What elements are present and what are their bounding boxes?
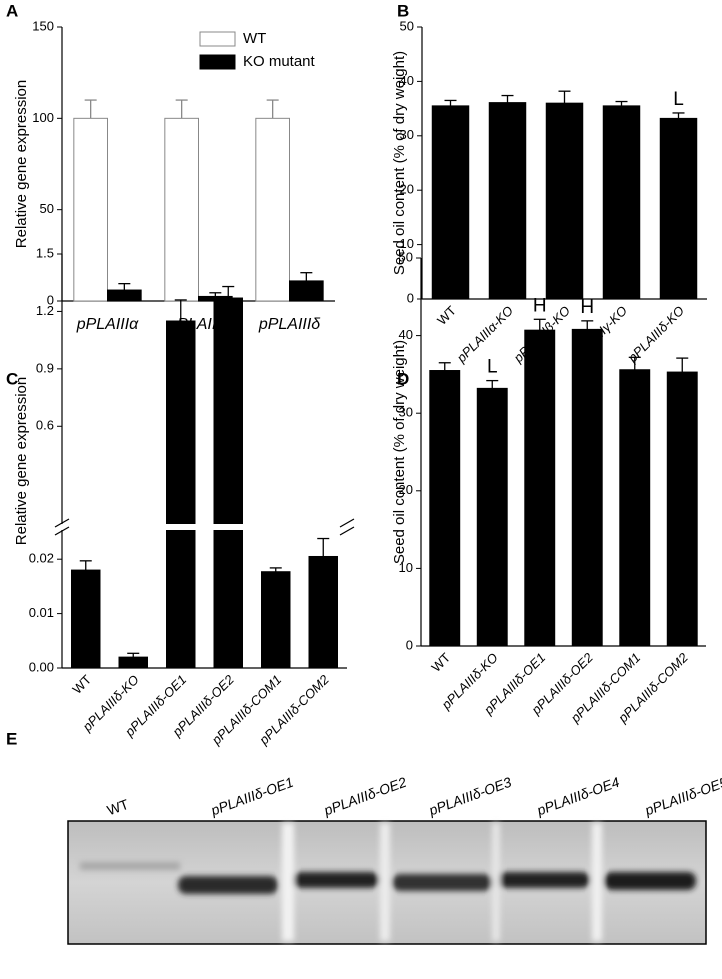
y-axis-label: Seed oil content (% of dry weight) [391,51,408,275]
bar [73,117,108,302]
y-tick-label: 0.6 [36,418,54,433]
bar [431,105,470,300]
y-tick-label: 0.01 [29,605,54,620]
y-axis-label: Relative gene expression [13,80,30,248]
x-tick-label: WT [428,650,453,675]
y-axis-label: Seed oil content (% of dry weight) [391,340,408,564]
lane-label: pPLAIIIδ-OE5 [642,774,722,819]
y-tick-label: 1.5 [36,245,54,260]
y-tick-label: 0 [406,637,413,652]
bar [71,569,101,669]
y-tick-label: 1.2 [36,303,54,318]
axis-break-mark [54,526,70,536]
y-tick-label: 0.02 [29,551,54,566]
annotation: L [487,357,498,378]
lane-label: WT [105,796,131,819]
bar [545,102,584,300]
y-tick-label: 0 [407,290,414,305]
y-tick-label: 0 [47,292,54,307]
bar [164,117,199,302]
y-tick-label: 30 [399,405,413,420]
bar [524,329,556,647]
axis-break-mark [339,518,355,528]
bar [166,320,196,669]
y-tick-label: 20 [399,482,413,497]
y-tick-label: 0.9 [36,360,54,375]
x-tick-label: WT [69,672,94,697]
y-tick-label: 10 [399,560,413,575]
bar [429,370,461,647]
lane-label: pPLAIIIδ-OE3 [426,774,514,819]
axis-break-mark [54,518,70,528]
panel-label: E [6,729,17,748]
axis-break-gap [50,524,347,530]
y-tick-label: 0.00 [29,659,54,674]
bar [308,555,338,669]
x-tick-label: pPLAIIIδ-KO [624,303,687,366]
panel-label: D [397,369,409,388]
bar [659,117,698,300]
lane-label: pPLAIIIδ-OE1 [208,774,296,819]
y-tick-label: 50 [400,18,414,33]
bar [107,289,142,302]
x-tick-label: pPLAIIIα [76,316,139,333]
panel-label: C [6,369,18,388]
legend-swatch [199,54,236,70]
bar [476,387,508,647]
lane-label: pPLAIIIδ-OE2 [321,774,409,819]
y-tick-label: 50 [40,201,54,216]
blot-image [67,820,707,945]
y-tick-label: 40 [400,73,414,88]
panel-label: B [397,1,409,20]
lane-label: pPLAIIIδ-OE4 [534,774,622,819]
annotation: L [673,89,684,110]
y-tick-label: 10 [400,236,414,251]
bar [666,371,698,647]
annotation: H [533,295,547,316]
legend-label: WT [243,30,266,47]
y-tick-label: 20 [400,182,414,197]
bar [255,117,290,302]
y-tick-label: 100 [32,110,54,125]
bar [619,369,651,647]
y-tick-label: 40 [399,327,413,342]
bar [571,328,603,647]
bar [602,105,641,300]
axis-break-mark [339,526,355,536]
y-tick-label: 50 [399,249,413,264]
x-tick-label: pPLAIIIα-KO [453,303,516,366]
legend-swatch [199,31,236,47]
x-tick-label: pPLAIIIδ [258,316,321,333]
bar [488,102,527,300]
y-tick-label: 150 [32,18,54,33]
bar [289,280,324,302]
panel-label: A [6,1,18,20]
annotation: H [580,297,594,318]
bar [118,656,148,669]
x-tick-label: WT [434,303,459,328]
bar [261,571,291,669]
y-axis-label: Relative gene expression [13,377,30,545]
y-tick-label: 30 [400,127,414,142]
legend-label: KO mutant [243,53,316,70]
bar [213,297,243,669]
